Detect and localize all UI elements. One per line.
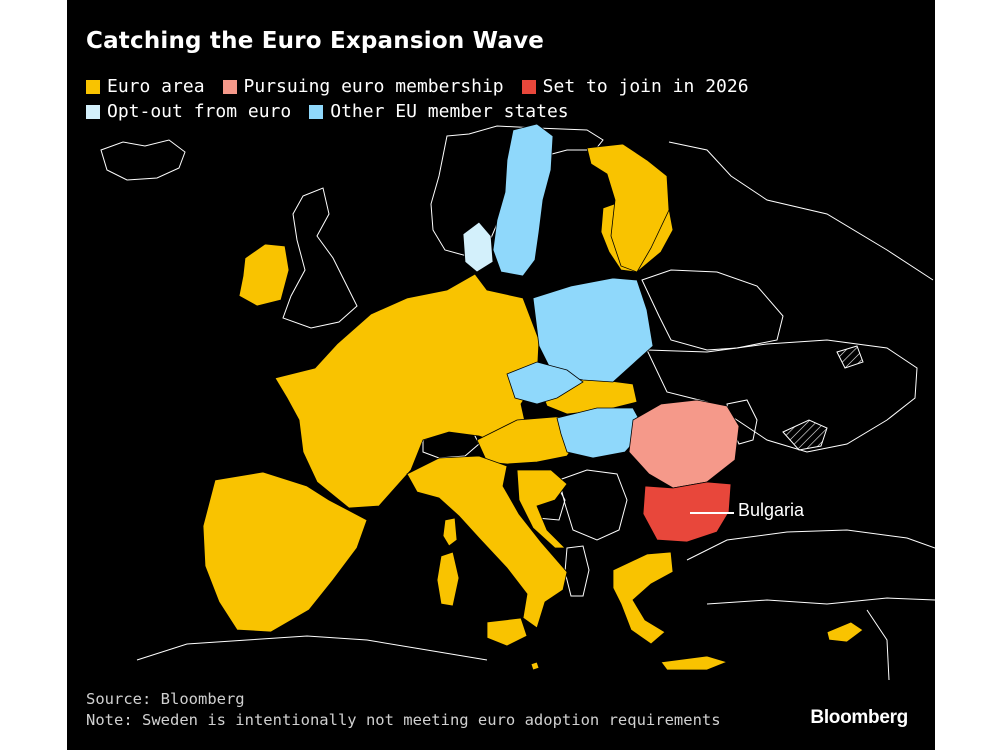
ireland	[238, 243, 290, 307]
bulgaria-callout-label: Bulgaria	[738, 500, 805, 520]
africa-coast	[136, 635, 488, 661]
iceland-outline	[100, 139, 186, 181]
czechia	[506, 361, 584, 405]
crimea-hatch	[782, 419, 828, 451]
source-note: Source: Bloomberg	[86, 690, 245, 708]
legend-swatch	[521, 79, 536, 94]
legend-item-opt-out: Opt-out from euro	[86, 101, 291, 122]
greece	[612, 551, 674, 645]
hungary	[556, 407, 646, 459]
legend-label: Set to join in 2026	[542, 76, 749, 97]
footnote: Note: Sweden is intentionally not meetin…	[86, 711, 721, 729]
serbia-outline	[558, 469, 628, 541]
uk-outline	[282, 187, 358, 329]
sweden	[492, 123, 554, 277]
legend-swatch	[86, 104, 100, 119]
bulgaria	[642, 481, 732, 543]
legend-label: Other EU member states	[330, 101, 569, 122]
legend-row-1: Euro area Pursuing euro membership Set t…	[86, 76, 749, 97]
malta	[530, 661, 540, 671]
turkey-outline	[686, 529, 935, 561]
romania	[628, 399, 740, 489]
corsica	[442, 517, 458, 547]
legend-row-2: Opt-out from euro Other EU member states	[86, 101, 569, 122]
disputed-hatch	[836, 345, 864, 369]
legend-item-other-eu: Other EU member states	[309, 101, 569, 122]
finland	[586, 143, 670, 273]
legend-item-join-2026: Set to join in 2026	[521, 76, 749, 97]
map-figure: Catching the Euro Expansion Wave Euro ar…	[67, 0, 935, 750]
turkey-south-outline	[706, 597, 935, 605]
euro-area-countries	[202, 143, 864, 671]
other-eu-countries	[492, 123, 654, 459]
legend-label: Opt-out from euro	[107, 101, 292, 122]
belarus-outline	[641, 269, 784, 351]
legend-label: Euro area	[107, 76, 205, 97]
russia-outline	[668, 141, 934, 281]
cyprus	[826, 621, 864, 643]
sardinia	[436, 551, 460, 607]
sicily	[486, 617, 528, 647]
legend-item-pursuing: Pursuing euro membership	[222, 76, 504, 97]
legend-label: Pursuing euro membership	[243, 76, 504, 97]
legend-swatch	[309, 104, 324, 119]
non-eu-outlines	[100, 125, 935, 681]
bulgaria-callout-line	[690, 512, 734, 514]
bloomberg-logo: Bloomberg	[810, 707, 908, 728]
europe-map	[100, 123, 935, 681]
denmark	[462, 221, 494, 273]
page-title: Catching the Euro Expansion Wave	[86, 28, 545, 54]
albania-outline	[564, 545, 590, 597]
legend-swatch	[86, 79, 100, 94]
croatia	[516, 469, 568, 549]
levant-coast	[866, 609, 890, 681]
italy	[406, 455, 568, 629]
legend-item-euro-area: Euro area	[86, 76, 205, 97]
legend-swatch	[222, 79, 237, 94]
iberia	[202, 471, 368, 633]
crete	[660, 655, 729, 671]
